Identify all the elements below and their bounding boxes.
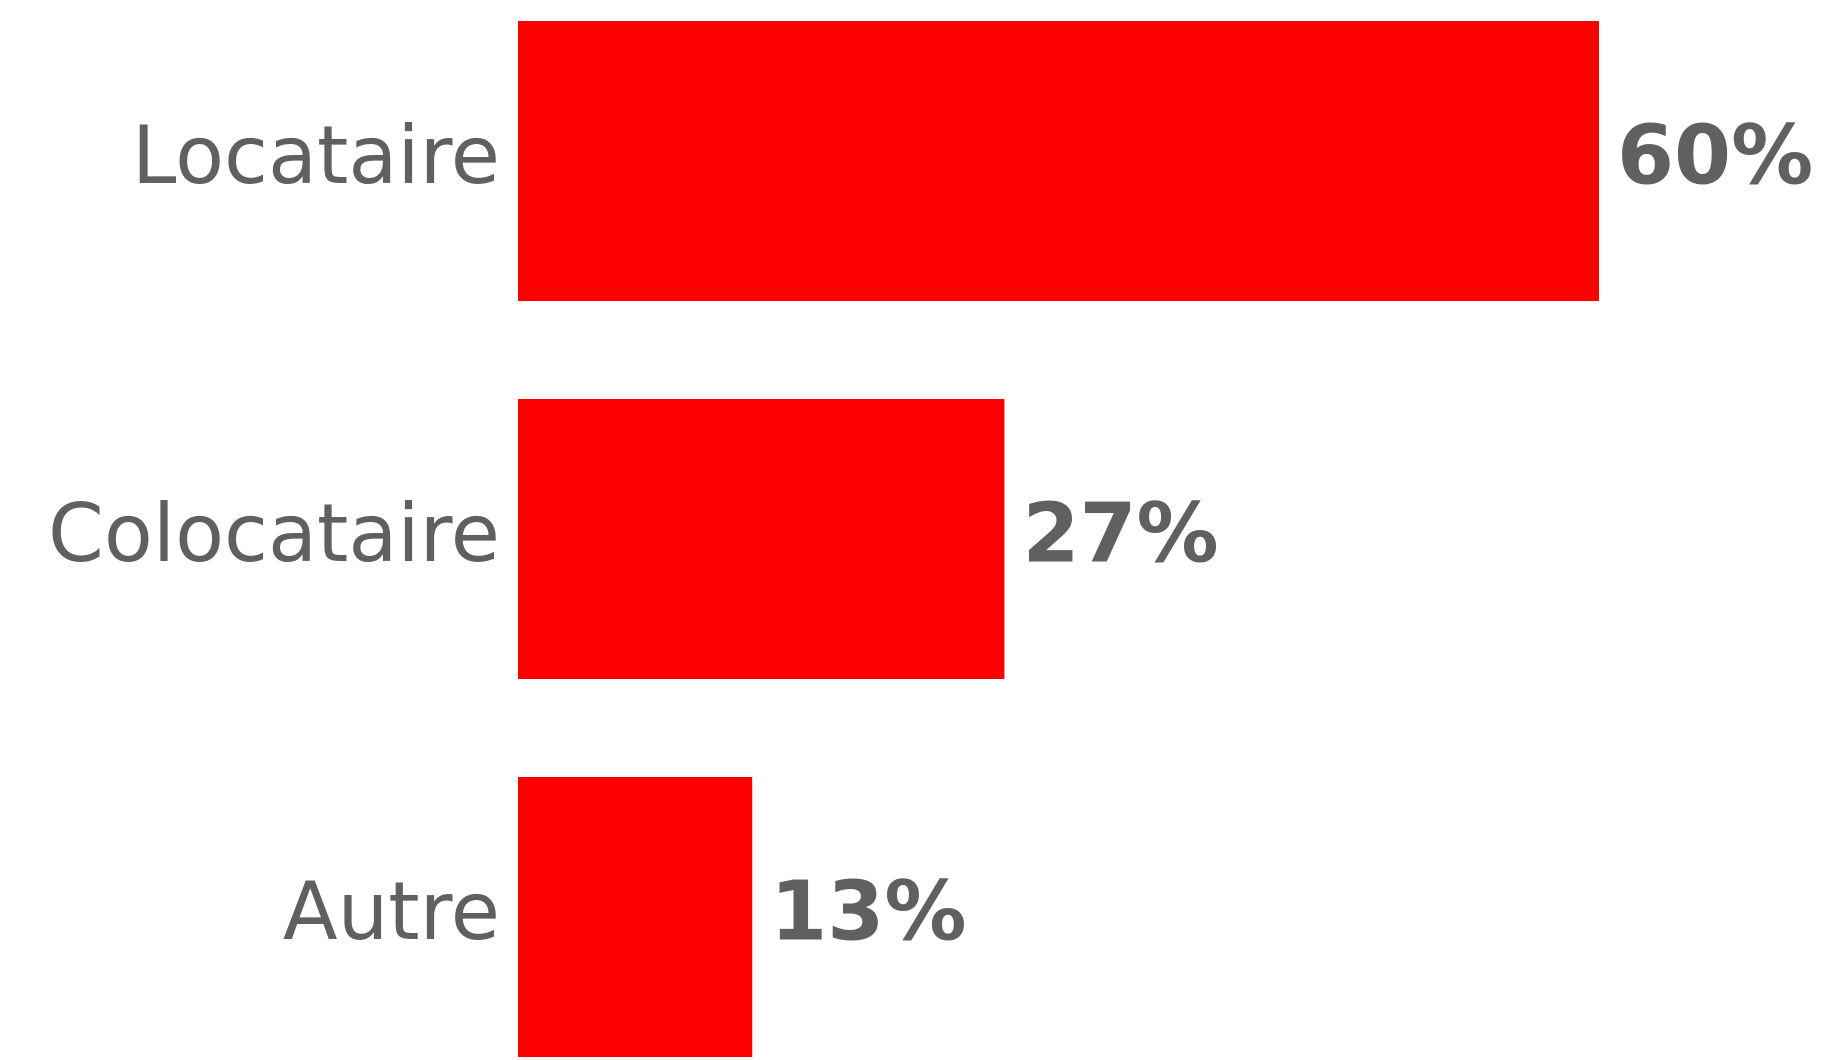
value-label: 27%: [1022, 486, 1218, 581]
category-label: Locataire: [132, 109, 500, 202]
category-label: Colocataire: [48, 487, 500, 580]
bar: [518, 399, 1005, 679]
category-label: Autre: [283, 865, 500, 958]
bar: [518, 777, 753, 1057]
bar: [518, 21, 1599, 301]
value-label: 13%: [770, 864, 966, 959]
value-label: 60%: [1617, 108, 1813, 203]
